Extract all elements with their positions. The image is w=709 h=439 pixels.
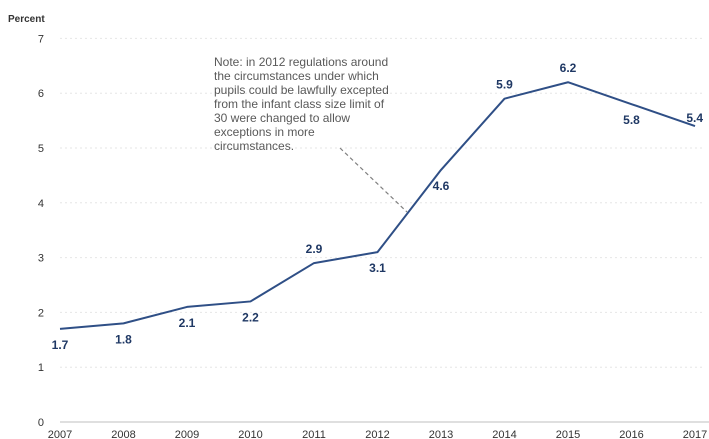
data-label: 6.2 [560,61,577,75]
data-label: 2.1 [179,316,196,330]
y-axis-ticks: 0 1 2 3 4 5 6 7 [38,33,44,429]
data-label: 5.9 [496,78,513,92]
annotation-leader-line [339,147,408,213]
x-axis-ticks: 2007 2008 2009 2010 2011 2012 2013 2014 2015 2016… [48,421,709,439]
annotation-line: Note: in 2012 regulations around [214,55,388,69]
data-label: 5.4 [686,111,703,125]
x-tick-label: 2011 [302,429,326,439]
y-tick-label: 5 [38,143,44,155]
data-labels: 1.7 1.8 2.1 2.2 2.9 3.1 4.6 5.9 6.2 5.8 5.4 [52,61,704,352]
y-tick-label: 7 [38,33,44,45]
x-tick-label: 2009 [175,429,199,439]
annotation-line: the circumstances under which [214,69,379,83]
y-tick-label: 4 [38,198,44,210]
y-axis-label: Percent [8,14,45,25]
annotation-line: 30 were changed to allow [214,111,350,125]
y-tick-label: 2 [38,307,44,319]
series [59,81,696,330]
annotation-line: exceptions in more [214,125,315,139]
x-tick-label: 2013 [429,429,453,439]
series-line [59,81,696,330]
y-tick-label: 1 [38,362,44,374]
x-tick-label: 2015 [556,429,580,439]
x-tick-label: 2008 [111,429,135,439]
y-tick-label: 6 [38,88,44,100]
x-tick-label: 2017 [683,429,707,439]
data-label: 1.8 [115,332,132,346]
data-label: 5.8 [623,113,640,127]
data-label: 3.1 [369,261,386,275]
y-tick-label: 3 [38,253,44,265]
data-label: 2.9 [306,242,323,256]
x-tick-label: 2010 [238,429,262,439]
annotation-line: circumstances. [214,139,294,153]
annotation-line: from the infant class size limit of [214,97,385,111]
data-label: 2.2 [242,310,259,324]
x-tick-label: 2012 [365,429,389,439]
data-label: 4.6 [433,179,450,193]
x-tick-label: 2007 [48,429,72,439]
y-tick-label: 0 [38,417,44,429]
data-label: 1.7 [52,338,69,352]
annotation-line: pupils could be lawfully excepted [214,83,389,97]
x-tick-label: 2016 [619,429,643,439]
x-tick-label: 2014 [492,429,516,439]
